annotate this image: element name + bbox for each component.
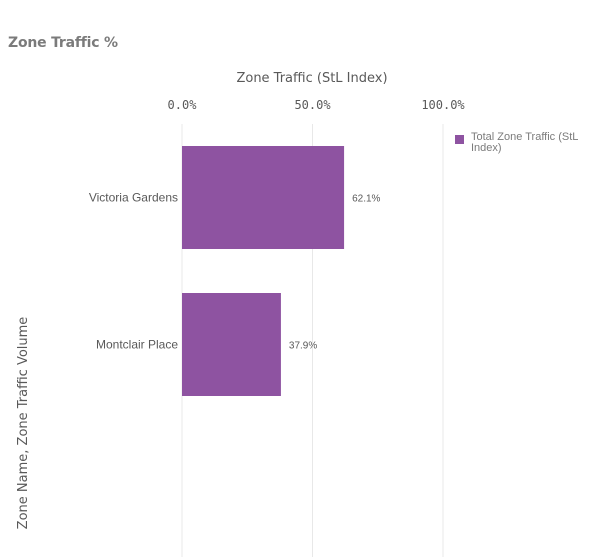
bar	[182, 293, 281, 396]
bars	[182, 146, 345, 396]
category-label: Victoria Gardens	[89, 191, 178, 205]
y-axis-title: Zone Name, Zone Traffic Volume	[16, 317, 31, 530]
value-label: 62.1%	[352, 194, 380, 205]
x-tick-label: 0.0%	[168, 98, 198, 112]
category-label: Montclair Place	[96, 338, 178, 352]
x-axis-title: Zone Traffic (StL Index)	[236, 71, 387, 86]
chart-title: Zone Traffic %	[8, 35, 118, 51]
legend-swatch	[455, 135, 464, 144]
bar	[182, 146, 345, 249]
x-tick-label: 50.0%	[294, 98, 331, 112]
legend[interactable]: Total Zone Traffic (StL Index)	[455, 132, 600, 154]
legend-label: Total Zone Traffic (StL Index)	[471, 131, 578, 154]
x-tick-label: 100.0%	[421, 98, 465, 112]
category-labels: Victoria Gardens Montclair Place	[89, 191, 178, 352]
x-tick-labels: 0.0% 50.0% 100.0%	[168, 98, 466, 112]
value-labels: 62.1% 37.9%	[289, 194, 381, 352]
value-label: 37.9%	[289, 341, 317, 352]
